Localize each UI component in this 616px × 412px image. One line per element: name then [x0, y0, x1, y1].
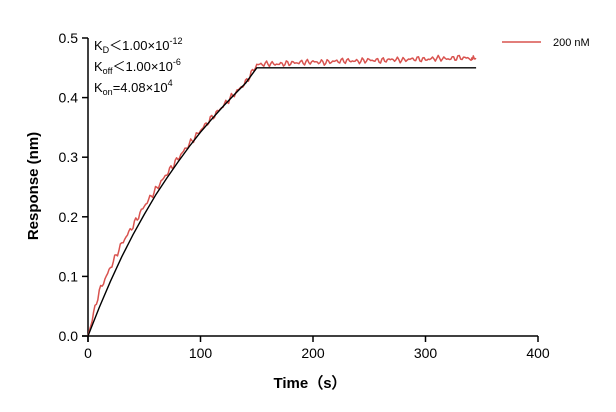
- x-tick-label: 100: [189, 345, 213, 361]
- series-lines: [87, 54, 477, 337]
- y-ticks: 0.0 0.1 0.2 0.3 0.4 0.5: [59, 30, 88, 344]
- x-ticks: 0 100 200 300 400: [84, 336, 550, 361]
- y-tick-label: 0.5: [59, 30, 79, 46]
- x-tick-label: 400: [526, 345, 550, 361]
- y-tick-label: 0.3: [59, 149, 79, 165]
- axes: [82, 38, 538, 342]
- x-tick-label: 0: [84, 345, 92, 361]
- x-tick-label: 200: [301, 345, 325, 361]
- kinetic-annotation: KD＜1.00×10-12: [94, 36, 183, 55]
- y-tick-label: 0.1: [59, 268, 79, 284]
- legend: 200 nM: [502, 37, 590, 49]
- x-axis-label: Time（s）: [273, 374, 346, 392]
- x-tick-label: 300: [414, 345, 438, 361]
- kinetics-annotations: KD＜1.00×10-12 Koff＜1.00×10-6 Kon=4.08×104: [94, 36, 183, 97]
- fit-line: [87, 67, 477, 337]
- y-tick-label: 0.0: [59, 328, 79, 344]
- y-tick-label: 0.4: [59, 90, 79, 106]
- kinetic-annotation: Koff＜1.00×10-6: [94, 57, 181, 76]
- y-axis-label: Response (nm): [25, 132, 42, 240]
- legend-label: 200 nM: [553, 37, 590, 49]
- kinetic-annotation: Kon=4.08×104: [94, 78, 173, 97]
- series-line-200nm: [87, 54, 477, 337]
- y-tick-label: 0.2: [59, 209, 79, 225]
